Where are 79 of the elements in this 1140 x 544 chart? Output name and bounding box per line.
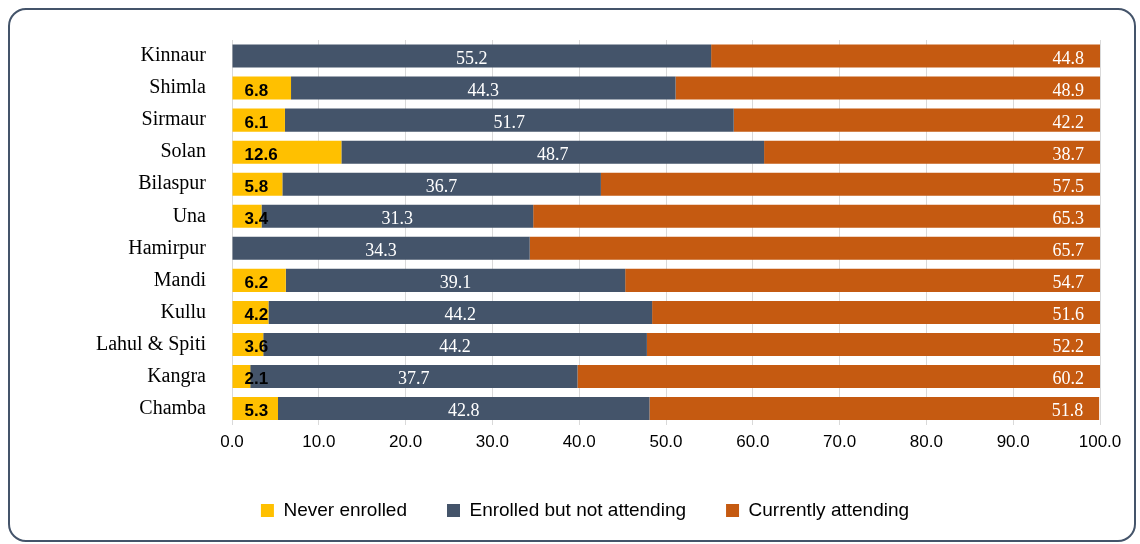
bar <box>649 397 1100 421</box>
x-tick-label: 90.0 <box>996 432 1030 452</box>
data-label: 36.7 <box>425 175 458 196</box>
bar <box>285 268 626 292</box>
y-tick-label: Kangra <box>147 363 207 387</box>
legend-label: Currently attending <box>748 498 910 520</box>
bar <box>600 172 1100 196</box>
data-label: 6.8 <box>244 80 269 100</box>
data-label: 44.2 <box>439 336 471 357</box>
bar <box>733 108 1100 132</box>
bar <box>291 76 676 100</box>
bar <box>711 44 1100 68</box>
bar <box>232 236 530 260</box>
data-label: 48.9 <box>1052 79 1084 100</box>
data-label: 60.2 <box>1052 368 1084 389</box>
x-tick-label: 0.0 <box>220 432 244 452</box>
data-label: 44.8 <box>1052 47 1084 68</box>
bar <box>652 300 1100 324</box>
data-label: 51.7 <box>493 111 526 132</box>
y-tick-label: Chamba <box>139 395 207 418</box>
bar <box>284 108 734 132</box>
data-label: 55.2 <box>456 47 488 68</box>
data-label: 6.1 <box>244 112 269 132</box>
y-tick-label: Hamirpur <box>128 235 207 259</box>
y-tick-label: Lahul & Spiti <box>96 331 207 355</box>
bar <box>625 268 1100 292</box>
x-tick-label: 30.0 <box>475 432 509 452</box>
data-label: 6.2 <box>244 273 269 293</box>
data-label: 65.3 <box>1052 208 1084 229</box>
bar <box>232 44 712 68</box>
data-label: 4.2 <box>244 305 269 325</box>
bar <box>529 236 1100 260</box>
data-label: 51.8 <box>1051 400 1084 421</box>
data-label: 31.3 <box>381 208 414 229</box>
x-tick-label: 100.0 <box>1078 432 1122 452</box>
data-label: 5.3 <box>244 401 269 421</box>
bar <box>577 364 1100 389</box>
y-tick-label: Solan <box>160 139 206 162</box>
bar <box>675 76 1100 100</box>
bar <box>341 140 765 164</box>
legend-label: Enrolled but not attending <box>469 498 687 520</box>
data-label: 65.7 <box>1052 240 1084 261</box>
bar <box>232 140 342 164</box>
data-label: 51.6 <box>1052 304 1084 325</box>
data-label: 44.3 <box>467 79 500 100</box>
x-tick-label: 60.0 <box>736 432 770 452</box>
y-tick-label: Bilaspur <box>138 171 207 195</box>
bar <box>268 300 653 324</box>
data-label: 48.7 <box>536 143 569 164</box>
x-tick-label: 10.0 <box>302 432 336 452</box>
x-tick-label: 80.0 <box>909 432 943 452</box>
bar <box>646 332 1100 357</box>
y-tick-label: Kinnaur <box>140 43 207 66</box>
data-label: 39.1 <box>439 272 472 293</box>
bar <box>533 204 1100 228</box>
y-tick-label: Sirmaur <box>141 107 207 130</box>
x-tick-label: 40.0 <box>562 432 596 452</box>
data-label: 5.8 <box>244 176 269 196</box>
legend-label: Never enrolled <box>283 498 407 520</box>
data-label: 37.7 <box>398 368 430 389</box>
data-label: 52.2 <box>1052 336 1084 357</box>
bar <box>764 140 1100 164</box>
data-label: 54.7 <box>1052 272 1084 293</box>
x-tick-label: 70.0 <box>823 432 857 452</box>
bar <box>282 172 601 196</box>
y-tick-label: Una <box>172 203 207 226</box>
data-label: 38.7 <box>1052 143 1084 164</box>
data-label: 42.2 <box>1052 111 1084 132</box>
data-label: 57.5 <box>1052 175 1084 196</box>
data-label: 34.3 <box>365 240 397 261</box>
data-label: 12.6 <box>244 144 278 164</box>
data-label: 42.8 <box>448 400 480 421</box>
y-tick-label: Shimla <box>149 75 207 98</box>
x-tick-label: 20.0 <box>389 432 423 452</box>
y-tick-label: Mandi <box>153 267 207 290</box>
data-label: 44.2 <box>444 304 477 325</box>
x-tick-label: 50.0 <box>649 432 683 452</box>
y-tick-label: Kullu <box>160 299 206 322</box>
bar <box>278 397 650 421</box>
